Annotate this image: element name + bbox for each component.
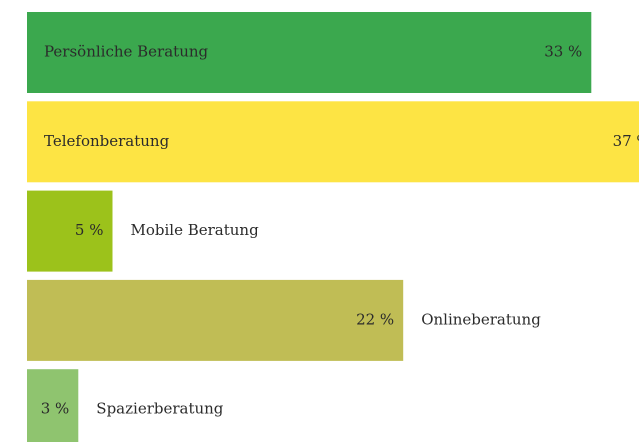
category-label: Persönliche Beratung xyxy=(44,43,209,61)
value-label: 33 % xyxy=(544,43,582,61)
bar xyxy=(27,101,639,183)
bar xyxy=(27,12,592,93)
category-label: Spazierberatung xyxy=(96,400,224,418)
category-label: Telefonberatung xyxy=(44,132,170,150)
bar xyxy=(27,279,404,361)
value-label: 22 % xyxy=(356,310,394,328)
category-label: Mobile Beratung xyxy=(131,221,260,239)
bar xyxy=(27,190,113,272)
value-label: 37 % xyxy=(613,132,639,150)
value-label: 5 % xyxy=(75,221,104,239)
value-label: 3 % xyxy=(41,400,70,418)
bar xyxy=(27,369,79,442)
category-label: Onlineberatung xyxy=(421,310,541,328)
